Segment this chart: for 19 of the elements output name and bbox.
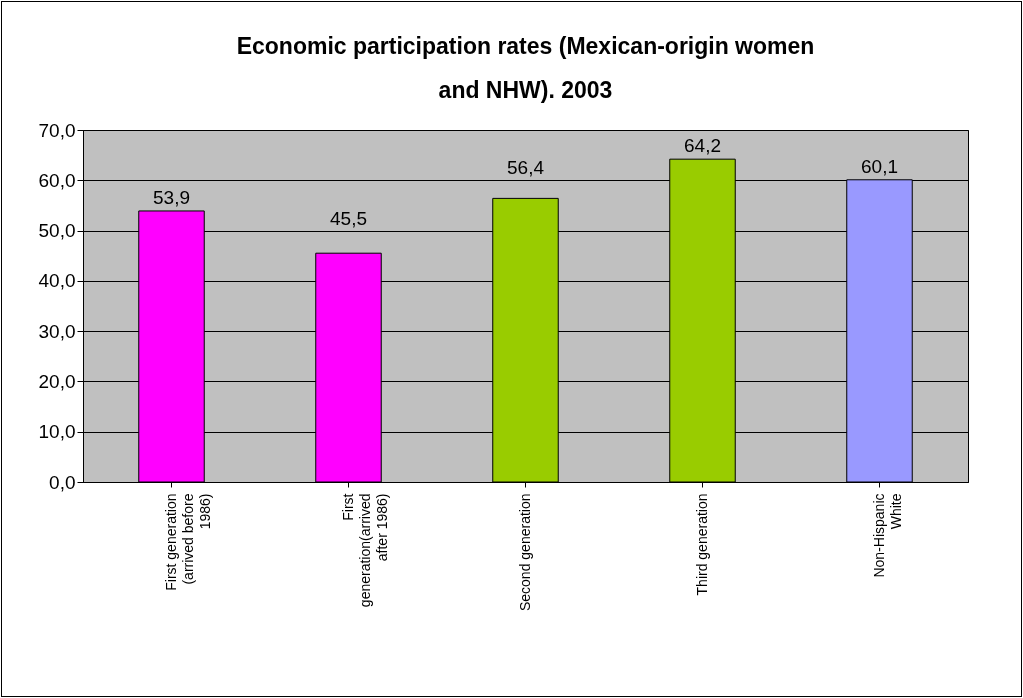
y-tick-label: 20,0: [38, 370, 76, 392]
data-label: 45,5: [330, 207, 367, 229]
data-label: 53,9: [153, 186, 190, 208]
data-label: 56,4: [507, 157, 545, 179]
x-tick-label: First generation (arrived before 1986): [162, 493, 213, 591]
x-tick-label: Second generation: [516, 493, 533, 612]
x-tick-label: First generation(arrived after 1986): [339, 493, 390, 608]
y-tick-label: 0,0: [49, 471, 76, 493]
y-tick-label: 40,0: [38, 270, 76, 292]
chart-title: Economic participation rates (Mexican-origin women and NHW). 2003: [236, 33, 815, 103]
data-label: 60,1: [861, 155, 898, 177]
y-tick-label: 50,0: [38, 220, 76, 242]
data-label: 64,2: [684, 135, 721, 157]
y-tick-label: 70,0: [38, 119, 76, 141]
y-tick-label: 60,0: [38, 169, 76, 191]
x-tick-label: Non-Hispanic White: [870, 493, 904, 578]
x-tick-label: Third generation: [693, 493, 710, 596]
y-tick-label: 30,0: [38, 320, 76, 342]
y-tick-label: 10,0: [38, 421, 76, 443]
